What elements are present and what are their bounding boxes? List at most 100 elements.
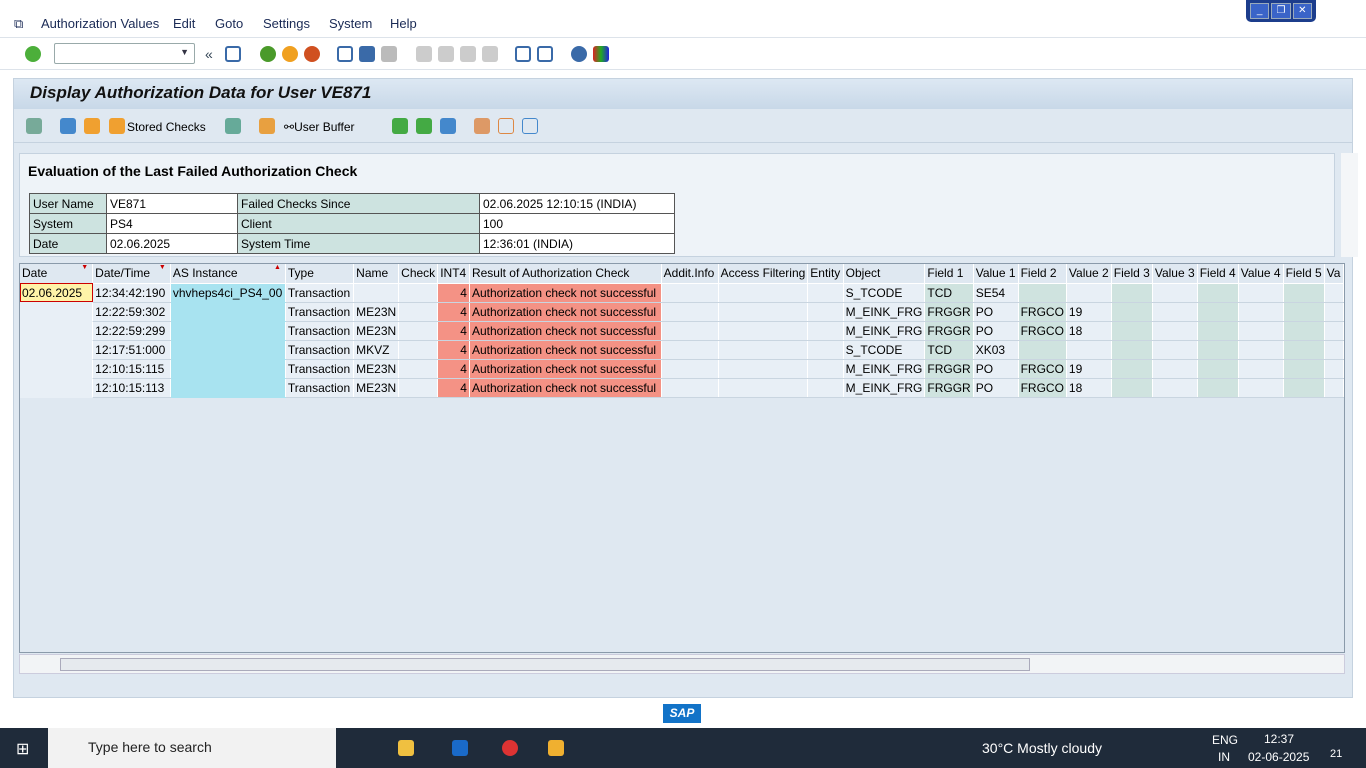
table-cell[interactable]	[353, 283, 400, 303]
table-cell[interactable]	[1197, 283, 1239, 303]
table-cell[interactable]	[170, 321, 286, 341]
collapse-icon[interactable]: «	[205, 46, 213, 62]
save-icon[interactable]	[225, 46, 241, 62]
table-cell[interactable]	[661, 378, 719, 398]
enter-icon[interactable]	[25, 46, 41, 62]
column-header[interactable]: Date ▼	[20, 264, 94, 284]
table-cell[interactable]: Transaction	[285, 378, 355, 398]
table-cell[interactable]	[1324, 340, 1344, 360]
sap-logon-icon[interactable]	[548, 740, 564, 756]
table-cell[interactable]: M_EINK_FRG	[843, 378, 926, 398]
table-cell[interactable]	[1197, 340, 1239, 360]
table-cell[interactable]: 18	[1066, 321, 1112, 341]
column-header[interactable]: Value 2	[1066, 264, 1112, 284]
table-cell[interactable]: 02.06.2025	[20, 283, 94, 303]
table-cell[interactable]: Authorization check not successful	[469, 378, 662, 398]
table-cell[interactable]	[20, 302, 94, 322]
column-header[interactable]: Field 2	[1018, 264, 1067, 284]
table-cell[interactable]: Authorization check not successful	[469, 340, 662, 360]
table-cell[interactable]	[398, 302, 439, 322]
table-cell[interactable]	[718, 378, 809, 398]
sort-descending-icon[interactable]	[416, 118, 432, 134]
table-cell[interactable]: 18	[1066, 378, 1112, 398]
find-icon[interactable]	[359, 46, 375, 62]
table-cell[interactable]	[718, 283, 809, 303]
table-row[interactable]: 02.06.2025 12:34:42:190 vhvheps4ci_PS4_00 T…	[20, 283, 1344, 303]
new-session-icon[interactable]	[515, 46, 531, 62]
table-cell[interactable]: 4	[437, 302, 470, 322]
exit-icon[interactable]	[282, 46, 298, 62]
table-cell[interactable]	[718, 359, 809, 379]
table-cell[interactable]	[398, 321, 439, 341]
table-cell[interactable]: FRGGR	[924, 321, 974, 341]
table-cell[interactable]	[1324, 378, 1344, 398]
table-cell[interactable]	[1197, 359, 1239, 379]
table-cell[interactable]	[1152, 340, 1198, 360]
table-cell[interactable]: TCD	[924, 283, 974, 303]
table-cell[interactable]	[661, 321, 719, 341]
table-cell[interactable]: M_EINK_FRG	[843, 359, 926, 379]
table-cell[interactable]: PO	[973, 302, 1019, 322]
help-icon[interactable]	[571, 46, 587, 62]
table-cell[interactable]: FRGGR	[924, 378, 974, 398]
table-cell[interactable]	[1066, 283, 1112, 303]
region[interactable]: IN	[1218, 750, 1230, 764]
table-cell[interactable]	[170, 340, 286, 360]
table-cell[interactable]: FRGCO	[1018, 321, 1067, 341]
table-cell[interactable]	[170, 359, 286, 379]
copy-icon[interactable]	[84, 118, 100, 134]
table-cell[interactable]: 4	[437, 283, 470, 303]
table-cell[interactable]	[661, 340, 719, 360]
column-header[interactable]: Name	[353, 264, 400, 284]
table-cell[interactable]	[1111, 283, 1153, 303]
menu-help[interactable]: Help	[390, 16, 417, 31]
table-cell[interactable]	[1238, 359, 1284, 379]
table-cell[interactable]: FRGCO	[1018, 378, 1067, 398]
table-cell[interactable]	[718, 302, 809, 322]
table-cell[interactable]: 19	[1066, 302, 1112, 322]
table-cell[interactable]	[718, 340, 809, 360]
table-cell[interactable]: 12:22:59:302	[92, 302, 171, 322]
horizontal-scrollbar[interactable]	[19, 654, 1345, 674]
table-cell[interactable]	[1111, 378, 1153, 398]
table-cell[interactable]: Transaction	[285, 359, 355, 379]
column-header[interactable]: AS Instance ▲	[170, 264, 286, 284]
taskbar-search[interactable]: Type here to search	[48, 728, 336, 768]
table-cell[interactable]: M_EINK_FRG	[843, 321, 926, 341]
table-cell[interactable]	[1111, 302, 1153, 322]
table-cell[interactable]	[1324, 321, 1344, 341]
table-cell[interactable]	[1238, 340, 1284, 360]
weather[interactable]: 30°C Mostly cloudy	[982, 740, 1102, 756]
table-cell[interactable]: PO	[973, 378, 1019, 398]
table-cell[interactable]: M_EINK_FRG	[843, 302, 926, 322]
refresh-icon[interactable]	[60, 118, 76, 134]
table-cell[interactable]	[661, 302, 719, 322]
table-cell[interactable]: vhvheps4ci_PS4_00	[170, 283, 286, 303]
menu-system[interactable]: System	[329, 16, 373, 31]
table-cell[interactable]	[1111, 321, 1153, 341]
table-row[interactable]: 12:10:15:113 Transaction ME23N 4 Authorizati…	[20, 378, 1344, 398]
column-header[interactable]: Field 1	[924, 264, 974, 284]
table-cell[interactable]: TCD	[924, 340, 974, 360]
table-cell[interactable]: XK03	[973, 340, 1019, 360]
table-cell[interactable]	[1324, 302, 1344, 322]
table-cell[interactable]	[1111, 340, 1153, 360]
table-cell[interactable]	[20, 340, 94, 360]
vertical-scrollbar[interactable]	[1341, 153, 1358, 257]
table-row[interactable]: 12:22:59:302 Transaction ME23N 4 Authorizati…	[20, 302, 1344, 322]
notification-count[interactable]: 21	[1330, 748, 1343, 760]
table-cell[interactable]	[1152, 378, 1198, 398]
minimize-button[interactable]: _	[1250, 3, 1270, 19]
table-cell[interactable]	[661, 283, 719, 303]
table-cell[interactable]	[1283, 378, 1325, 398]
table-cell[interactable]: ME23N	[353, 321, 400, 341]
cancel-icon[interactable]	[304, 46, 320, 62]
table-cell[interactable]: 4	[437, 340, 470, 360]
table-cell[interactable]: S_TCODE	[843, 283, 926, 303]
table-cell[interactable]: Transaction	[285, 283, 355, 303]
clock-time[interactable]: 12:37	[1264, 732, 1295, 746]
table-cell[interactable]	[807, 302, 844, 322]
choose-layout-icon[interactable]	[498, 118, 514, 134]
table-cell[interactable]: PO	[973, 321, 1019, 341]
column-header[interactable]: Field 3	[1111, 264, 1153, 284]
